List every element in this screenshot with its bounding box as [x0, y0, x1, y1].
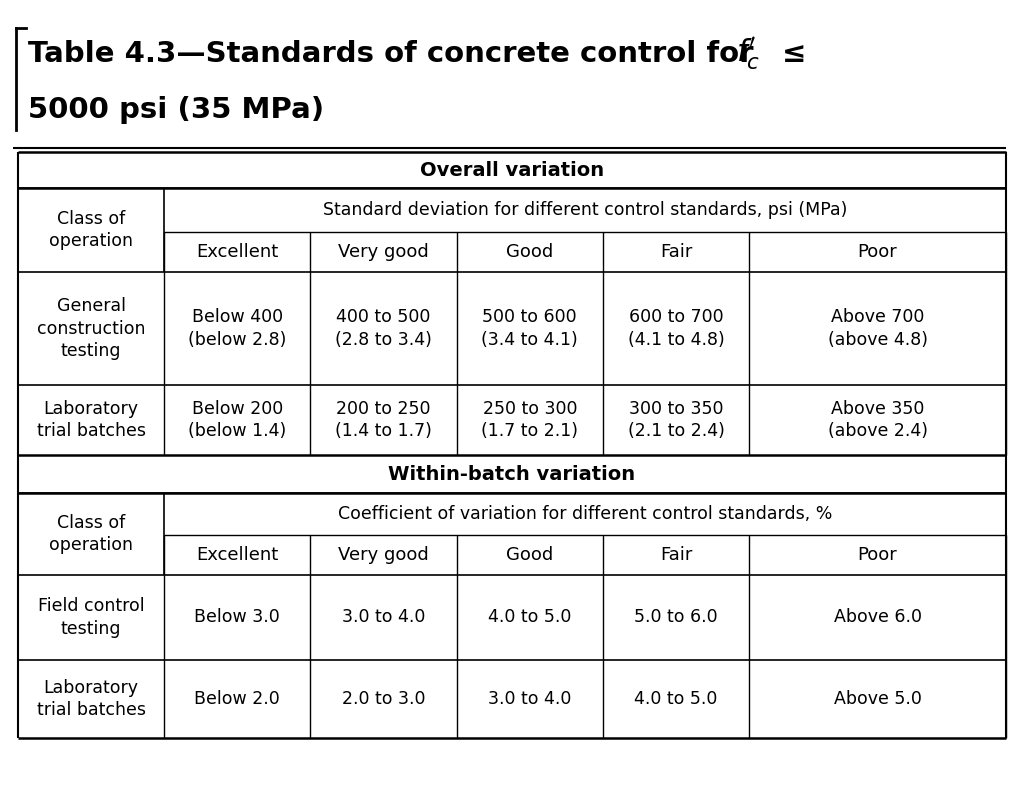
Text: Above 700
(above 4.8): Above 700 (above 4.8) [827, 309, 928, 349]
Text: 500 to 600
(3.4 to 4.1): 500 to 600 (3.4 to 4.1) [481, 309, 579, 349]
Text: Standard deviation for different control standards, psi (MPa): Standard deviation for different control… [323, 201, 847, 219]
Text: 3.0 to 4.0: 3.0 to 4.0 [488, 690, 571, 708]
Text: 4.0 to 5.0: 4.0 to 5.0 [634, 690, 718, 708]
Text: 3.0 to 4.0: 3.0 to 4.0 [342, 609, 425, 626]
Text: ≤: ≤ [782, 40, 806, 68]
Text: Fair: Fair [659, 546, 692, 564]
Text: Below 200
(below 1.4): Below 200 (below 1.4) [188, 400, 287, 440]
Text: Coefficient of variation for different control standards, %: Coefficient of variation for different c… [338, 505, 833, 523]
Text: 600 to 700
(4.1 to 4.8): 600 to 700 (4.1 to 4.8) [628, 309, 724, 349]
Text: Good: Good [506, 546, 553, 564]
Text: General
construction
testing: General construction testing [37, 298, 145, 360]
Text: Very good: Very good [338, 243, 429, 261]
Text: Overall variation: Overall variation [420, 160, 604, 180]
Text: Above 350
(above 2.4): Above 350 (above 2.4) [827, 400, 928, 440]
Text: Class of
operation: Class of operation [49, 210, 133, 250]
Text: $\mathbf{\mathit{f_c'}}$: $\mathbf{\mathit{f_c'}}$ [736, 35, 760, 73]
Text: 250 to 300
(1.7 to 2.1): 250 to 300 (1.7 to 2.1) [481, 400, 579, 440]
Text: Laboratory
trial batches: Laboratory trial batches [37, 400, 145, 440]
Text: 4.0 to 5.0: 4.0 to 5.0 [488, 609, 571, 626]
Text: Above 6.0: Above 6.0 [834, 609, 922, 626]
Text: Below 400
(below 2.8): Below 400 (below 2.8) [188, 309, 287, 349]
Text: 300 to 350
(2.1 to 2.4): 300 to 350 (2.1 to 2.4) [628, 400, 724, 440]
Text: Within-batch variation: Within-batch variation [388, 464, 636, 484]
Text: Very good: Very good [338, 546, 429, 564]
Text: Fair: Fair [659, 243, 692, 261]
Text: Excellent: Excellent [197, 546, 279, 564]
Text: Poor: Poor [858, 243, 897, 261]
Text: Excellent: Excellent [197, 243, 279, 261]
Text: 5.0 to 6.0: 5.0 to 6.0 [634, 609, 718, 626]
Text: 5000 psi (35 MPa): 5000 psi (35 MPa) [28, 96, 325, 124]
Text: 200 to 250
(1.4 to 1.7): 200 to 250 (1.4 to 1.7) [335, 400, 432, 440]
Text: Below 2.0: Below 2.0 [195, 690, 281, 708]
Text: Below 3.0: Below 3.0 [195, 609, 281, 626]
Text: Field control
testing: Field control testing [38, 597, 144, 638]
Text: Laboratory
trial batches: Laboratory trial batches [37, 679, 145, 719]
Text: Table 4.3—Standards of concrete control for: Table 4.3—Standards of concrete control … [28, 40, 764, 68]
Text: Class of
operation: Class of operation [49, 514, 133, 554]
Text: 400 to 500
(2.8 to 3.4): 400 to 500 (2.8 to 3.4) [335, 309, 432, 349]
Text: Above 5.0: Above 5.0 [834, 690, 922, 708]
Text: 2.0 to 3.0: 2.0 to 3.0 [342, 690, 425, 708]
Text: Good: Good [506, 243, 553, 261]
Text: Poor: Poor [858, 546, 897, 564]
